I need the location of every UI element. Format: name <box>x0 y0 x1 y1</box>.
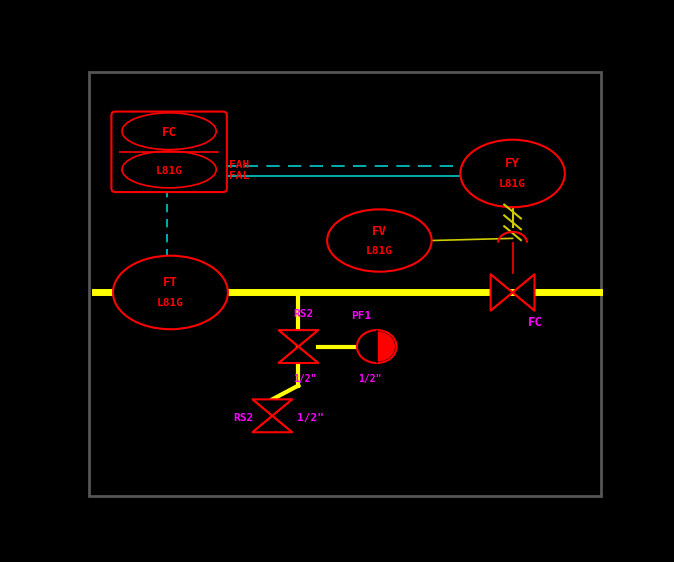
Polygon shape <box>253 416 292 432</box>
Text: L81G: L81G <box>157 298 184 309</box>
Text: 1/2": 1/2" <box>297 413 324 423</box>
FancyBboxPatch shape <box>111 112 227 192</box>
Text: L81G: L81G <box>156 166 183 176</box>
Polygon shape <box>278 330 318 347</box>
Polygon shape <box>491 274 513 311</box>
Ellipse shape <box>460 140 565 207</box>
Polygon shape <box>513 274 534 311</box>
Text: 1/2": 1/2" <box>359 374 382 384</box>
Circle shape <box>357 330 396 363</box>
Ellipse shape <box>113 256 228 329</box>
Wedge shape <box>377 332 395 362</box>
Text: L81G: L81G <box>499 179 526 189</box>
Text: FV: FV <box>372 224 387 238</box>
Text: 1/2": 1/2" <box>293 374 317 384</box>
Text: FAH: FAH <box>229 160 249 170</box>
Text: FC: FC <box>162 126 177 139</box>
Text: FT: FT <box>163 277 178 289</box>
Text: PF1: PF1 <box>350 311 371 320</box>
Text: RS2: RS2 <box>293 309 313 319</box>
Ellipse shape <box>122 151 216 188</box>
Text: FY: FY <box>505 157 520 170</box>
Ellipse shape <box>122 113 216 149</box>
Text: FAL: FAL <box>229 171 249 182</box>
Polygon shape <box>253 400 292 416</box>
Text: RS2: RS2 <box>233 413 253 423</box>
Text: L81G: L81G <box>366 246 393 256</box>
Ellipse shape <box>327 210 431 271</box>
Polygon shape <box>278 347 318 363</box>
Text: FC: FC <box>528 316 543 329</box>
